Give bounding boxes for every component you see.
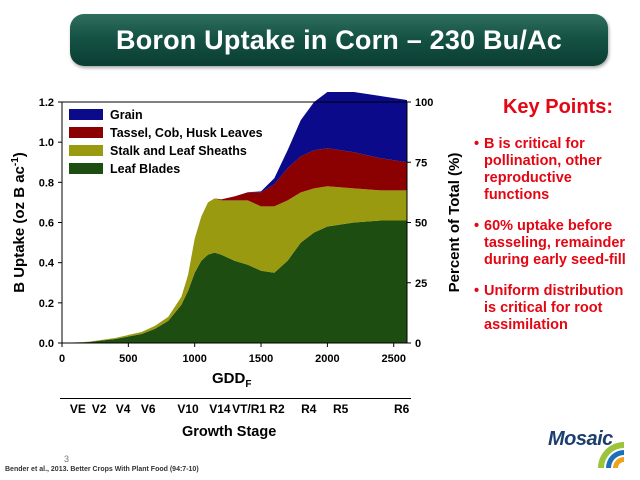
logo-mark-icon xyxy=(598,442,624,468)
y2-tick-label: 100 xyxy=(415,97,433,109)
slide-title: Boron Uptake in Corn – 230 Bu/Ac xyxy=(116,24,562,55)
x-tick-label: 2500 xyxy=(381,353,405,365)
x-tick-label: 1500 xyxy=(249,353,273,365)
y-tick-label: 1.2 xyxy=(39,97,54,109)
y-tick-label: 0.0 xyxy=(39,338,54,350)
key-points-list: B is critical for pollination, other rep… xyxy=(474,136,638,348)
y2-axis-title: Percent of Total (%) xyxy=(446,153,463,293)
growth-stage-label: V4 xyxy=(115,402,131,416)
growth-stage-label: V14 xyxy=(209,402,231,416)
y2-tick-label: 0 xyxy=(415,338,421,350)
growth-stage-axis-title: Growth Stage xyxy=(182,424,277,440)
legend-label: Leaf Blades xyxy=(110,162,180,176)
key-point-item: Uniform distribution is critical for roo… xyxy=(474,283,638,334)
legend-swatch xyxy=(69,145,103,156)
y-tick-label: 0.8 xyxy=(39,177,54,189)
title-bar: Boron Uptake in Corn – 230 Bu/Ac xyxy=(70,14,608,66)
growth-stage-label: R4 xyxy=(301,402,317,416)
citation: Bender et al., 2013. Better Crops With P… xyxy=(5,466,199,473)
x-axis-title: GDDF xyxy=(212,370,251,390)
legend-swatch xyxy=(69,163,103,174)
area-grain xyxy=(62,92,407,343)
legend-swatch xyxy=(69,127,103,138)
growth-stage-label: R5 xyxy=(332,402,349,416)
y2-tick-label: 25 xyxy=(415,278,427,290)
area-tassel-cob-husk-leaves xyxy=(62,148,407,343)
page-number: 3 xyxy=(64,454,70,464)
y-tick-label: 0.4 xyxy=(39,258,55,270)
legend-label: Grain xyxy=(110,108,143,122)
y2-tick-label: 50 xyxy=(415,218,427,230)
y-axis-title: B Uptake (oz B ac-1) xyxy=(10,152,28,293)
legend-swatch xyxy=(69,109,103,120)
growth-stage-label: V2 xyxy=(91,402,107,416)
key-points-title: Key Points: xyxy=(502,96,614,118)
area-leaf-blades xyxy=(62,220,407,343)
growth-stage-label: VE xyxy=(69,402,86,416)
mosaic-logo: Mosaic xyxy=(548,428,628,468)
x-tick-label: 0 xyxy=(59,353,65,365)
growth-stage-label: V10 xyxy=(177,402,199,416)
key-point-item: 60% uptake before tasseling, remainder d… xyxy=(474,218,638,269)
x-tick-label: 1000 xyxy=(182,353,206,365)
y2-tick-label: 75 xyxy=(415,157,427,169)
area-stalk-and-leaf-sheaths xyxy=(62,186,407,343)
growth-stage-label: VT/R1 xyxy=(232,402,267,416)
growth-stage-label: R6 xyxy=(394,402,410,416)
logo-text: Mosaic xyxy=(548,428,613,450)
y-tick-label: 0.6 xyxy=(39,218,54,230)
y-tick-label: 0.2 xyxy=(39,298,54,310)
growth-stage-label: R2 xyxy=(269,402,285,416)
x-tick-label: 500 xyxy=(119,353,137,365)
key-point-item: B is critical for pollination, other rep… xyxy=(474,136,638,204)
y-tick-label: 1.0 xyxy=(39,137,54,149)
legend-label: Tassel, Cob, Husk Leaves xyxy=(110,126,263,140)
legend-label: Stalk and Leaf Sheaths xyxy=(110,144,247,158)
growth-stage-axis-line xyxy=(60,398,411,399)
growth-stage-label: V6 xyxy=(140,402,156,416)
x-tick-label: 2000 xyxy=(315,353,339,365)
